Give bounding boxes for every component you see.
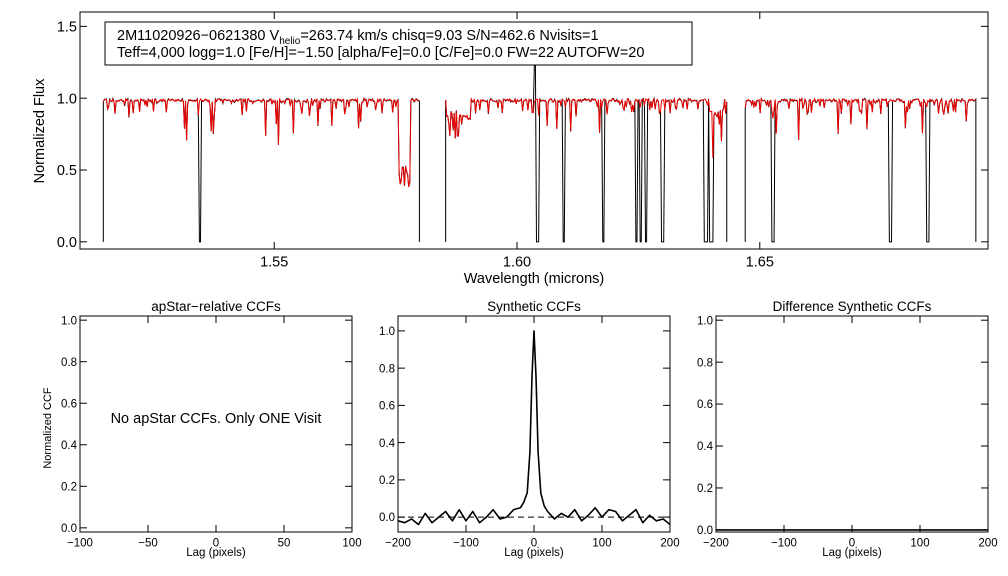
v-helio-label: V bbox=[270, 28, 280, 44]
difference-ccf-x-tick-label: 100 bbox=[910, 538, 929, 550]
synthetic-ccf-y-tick-label: 0.6 bbox=[379, 401, 395, 413]
difference-ccf-y-tick-label: 0.8 bbox=[697, 357, 713, 369]
apstar-ccf-y-tick-label: 0.4 bbox=[61, 440, 78, 452]
difference-ccf-axes-frame bbox=[715, 315, 989, 533]
synthetic-ccf-x-tick-label: 200 bbox=[660, 538, 679, 550]
spectrum-panel: 1.55 1.60 1.65 0.0 0.5 1.0 1.5 2M11020926−0621… bbox=[32, 11, 989, 287]
observed-spectrum-chip-1 bbox=[102, 96, 420, 243]
apstar-ccf-x-axis-label: Lag (pixels) bbox=[186, 547, 246, 559]
difference-ccf-x-tick-label: −200 bbox=[703, 538, 729, 550]
star-id: 2M11020926−0621380 bbox=[117, 28, 266, 44]
spectrum-info-box bbox=[104, 21, 693, 66]
spectrum-y-tick-label: 0.0 bbox=[57, 235, 77, 251]
spectrum-x-tick-label: 1.60 bbox=[503, 255, 531, 271]
apstar-ccf-x-tick-label: 0 bbox=[213, 538, 219, 550]
fit-stats: chisq=9.03 S/N=462.6 Nvisits=1 bbox=[392, 28, 599, 44]
apstar-ccf-ticks: −100 −50 0 50 100 0.0 0.2 0.4 0.6 0.8 1.0 bbox=[61, 315, 362, 549]
model-spectrum-chip-3 bbox=[744, 97, 977, 140]
synthetic-ccf-x-tick-label: 100 bbox=[592, 538, 611, 550]
synthetic-ccf-y-tick-label: 0.2 bbox=[379, 475, 395, 487]
synthetic-ccf-y-tick-label: 0.0 bbox=[379, 512, 395, 524]
synthetic-ccf-ticks: −200 −100 0 100 200 0.0 0.2 0.4 0.6 0.8 1.0 bbox=[379, 316, 680, 550]
synthetic-ccf-panel: Synthetic CCFs −200 −100 0 100 200 0.0 0.2 0.4 0… bbox=[379, 299, 680, 559]
synthetic-ccf-y-tick-label: 0.4 bbox=[379, 438, 396, 450]
synthetic-ccf-y-tick-label: 0.8 bbox=[379, 363, 395, 375]
apstar-ccf-y-tick-label: 0.6 bbox=[61, 398, 77, 410]
observed-spectrum-chip-3 bbox=[744, 96, 977, 243]
v-helio-value: =263.74 km/s bbox=[300, 28, 387, 44]
synthetic-ccf-x-tick-label: 0 bbox=[531, 538, 537, 550]
spectrum-y-tick-label: 1.5 bbox=[57, 20, 77, 36]
spectrum-info-line-1: 2M11020926−0621380 Vhelio=263.74 km/s ch… bbox=[117, 28, 599, 47]
spectrum-x-tick-label: 1.65 bbox=[746, 255, 774, 271]
difference-ccf-title: Difference Synthetic CCFs bbox=[773, 299, 932, 314]
synthetic-ccf-x-axis-label: Lag (pixels) bbox=[504, 547, 564, 559]
spectrum-info-line-2: Teff=4,000 logg=1.0 [Fe/H]=−1.50 [alpha/… bbox=[117, 45, 644, 61]
spectrum-y-tick-label: 1.0 bbox=[57, 91, 77, 107]
spectrum-ticks: 1.55 1.60 1.65 0.0 0.5 1.0 1.5 bbox=[57, 12, 988, 271]
model-spectrum-chip-1 bbox=[102, 97, 420, 188]
difference-ccf-y-tick-label: 1.0 bbox=[697, 315, 713, 327]
difference-ccf-x-tick-label: 0 bbox=[849, 538, 855, 550]
spectrum-y-tick-label: 0.5 bbox=[57, 163, 77, 179]
apstar-ccf-x-tick-label: −100 bbox=[67, 538, 93, 550]
observed-spectrum-chip-2 bbox=[445, 63, 728, 243]
apstar-ccf-annotation: No apStar CCFs. Only ONE Visit bbox=[111, 411, 322, 427]
spectrum-x-axis-label: Wavelength (microns) bbox=[464, 271, 604, 287]
apstar-ccf-y-tick-label: 0.0 bbox=[61, 523, 77, 535]
v-helio-subscript: helio bbox=[279, 36, 301, 47]
apstar-ccf-y-axis-label: Normalized CCF bbox=[42, 387, 54, 469]
apstar-ccf-x-tick-label: −50 bbox=[138, 538, 158, 550]
apstar-ccf-title: apStar−relative CCFs bbox=[151, 299, 281, 314]
apstar-ccf-x-tick-label: 50 bbox=[278, 538, 291, 550]
difference-ccf-y-tick-label: 0.6 bbox=[697, 399, 713, 411]
apstar-ccf-y-tick-label: 0.2 bbox=[61, 481, 77, 493]
apstar-ccf-y-tick-label: 0.8 bbox=[61, 357, 77, 369]
spectrum-x-tick-label: 1.55 bbox=[260, 255, 288, 271]
difference-ccf-ticks: −200 −100 0 100 200 0.0 0.2 0.4 0.6 0.8 1.0 bbox=[697, 315, 998, 549]
synthetic-ccf-line bbox=[397, 330, 671, 526]
synthetic-ccf-title: Synthetic CCFs bbox=[487, 299, 581, 314]
difference-ccf-x-tick-label: −100 bbox=[771, 538, 797, 550]
apstar-ccf-y-tick-label: 1.0 bbox=[61, 315, 77, 327]
difference-ccf-y-tick-label: 0.0 bbox=[697, 525, 713, 537]
synthetic-ccf-x-tick-label: −100 bbox=[453, 538, 479, 550]
spectrum-y-axis-label: Normalized Flux bbox=[32, 78, 48, 183]
synthetic-ccf-plot-area bbox=[397, 330, 671, 526]
difference-ccf-x-tick-label: 200 bbox=[978, 538, 997, 550]
difference-ccf-y-tick-label: 0.2 bbox=[697, 483, 713, 495]
model-spectrum-chip-2 bbox=[445, 97, 728, 159]
difference-ccf-panel: Difference Synthetic CCFs −200 −100 0 100 20… bbox=[697, 299, 998, 559]
spectrum-plot-area bbox=[102, 63, 977, 243]
synthetic-ccf-y-tick-label: 1.0 bbox=[379, 326, 395, 338]
synthetic-ccf-x-tick-label: −200 bbox=[385, 538, 411, 550]
difference-ccf-y-tick-label: 0.4 bbox=[697, 441, 714, 453]
apstar-ccf-x-tick-label: 100 bbox=[342, 538, 361, 550]
difference-ccf-x-axis-label: Lag (pixels) bbox=[822, 547, 882, 559]
apstar-ccf-panel: apStar−relative CCFs −100 −50 0 50 100 0.0 0.2… bbox=[42, 299, 362, 559]
spectrum-axes-frame bbox=[79, 11, 989, 250]
